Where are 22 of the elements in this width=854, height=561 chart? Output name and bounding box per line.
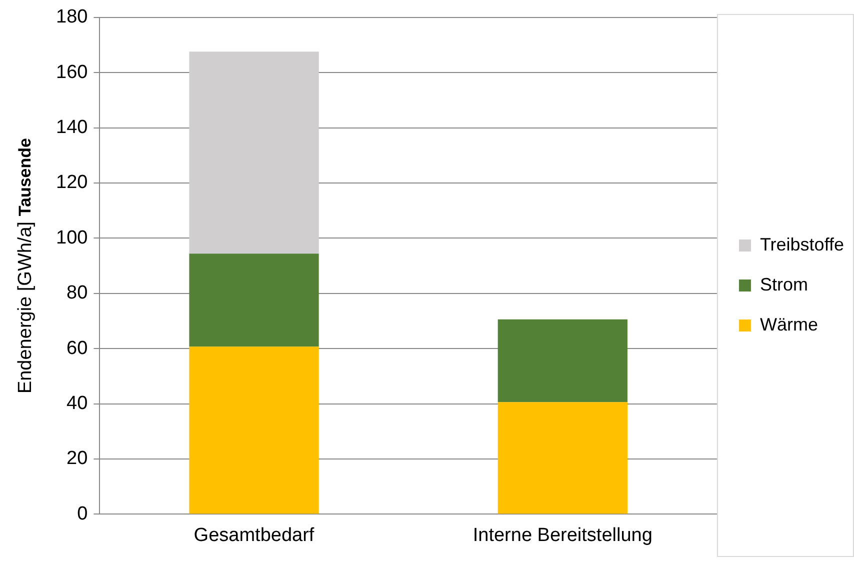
legend-label: Wärme	[760, 314, 818, 334]
y-tick-label: 100	[56, 227, 88, 248]
legend-label: Treibstoffe	[760, 234, 844, 254]
y-tick-label: 180	[56, 6, 88, 28]
x-tick-label: Gesamtbedarf	[194, 524, 315, 546]
y-tick-label: 60	[66, 338, 88, 359]
y-tick-label: 40	[66, 393, 88, 414]
y-tick-label: 160	[56, 62, 88, 83]
y-tick-label: 0	[77, 503, 88, 524]
text: Tausende	[16, 138, 35, 216]
y-tick-label: 80	[66, 282, 88, 304]
y-tick-label: 20	[66, 448, 88, 470]
y-tick-label: 140	[56, 117, 88, 138]
y-tick-label: 120	[56, 172, 88, 194]
bar	[189, 254, 319, 347]
legend-label: Strom	[760, 274, 808, 294]
bar	[498, 319, 628, 402]
bar	[189, 52, 319, 254]
y-axis-title: Endenergie [GWh/a]	[15, 221, 36, 394]
bar	[498, 402, 628, 514]
x-tick-label: Interne Bereitstellung	[472, 524, 652, 546]
bar	[189, 346, 319, 514]
